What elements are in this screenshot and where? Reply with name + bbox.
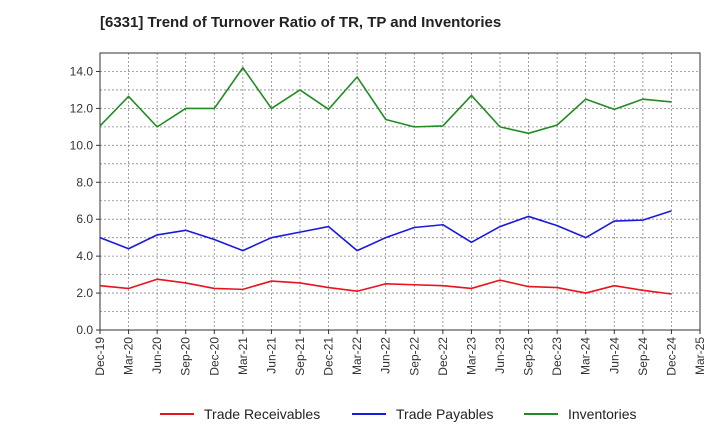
x-tick-label: Sep-24	[636, 337, 650, 376]
y-tick-label: 6.0	[76, 212, 93, 226]
x-tick-label: Jun-24	[607, 337, 621, 374]
y-tick-label: 4.0	[76, 249, 93, 263]
series-line-trade-payables	[99, 210, 672, 252]
x-tick-label: Dec-21	[322, 337, 336, 376]
legend-label: Inventories	[568, 406, 636, 422]
series-line-trade-receivables	[99, 278, 672, 295]
x-tick-label: Mar-23	[464, 337, 478, 375]
series-line-inventories	[99, 66, 672, 135]
x-tick-label: Dec-23	[550, 337, 564, 376]
legend: Trade Receivables Trade Payables Inventori…	[160, 406, 636, 422]
x-tick-label: Dec-24	[664, 337, 678, 376]
x-tick-label: Mar-20	[122, 337, 136, 375]
legend-label: Trade Payables	[396, 406, 494, 422]
series-lines	[99, 66, 672, 295]
x-tick-label: Sep-22	[407, 337, 421, 376]
y-tick-label: 2.0	[76, 286, 93, 300]
x-tick-label: Mar-22	[350, 337, 364, 375]
plot-area	[99, 52, 701, 331]
x-axis: Dec-19 Mar-20 Jun-20 Sep-20 Dec-20 Mar-21 Jun-…	[93, 330, 707, 376]
x-tick-label: Sep-20	[179, 337, 193, 376]
y-tick-label: 14.0	[70, 64, 94, 78]
x-tick-label: Dec-19	[93, 337, 107, 376]
x-tick-label: Dec-22	[436, 337, 450, 376]
x-tick-label: Sep-21	[293, 337, 307, 376]
x-tick-label: Jun-20	[150, 337, 164, 374]
y-tick-label: 0.0	[76, 323, 93, 337]
x-tick-label: Sep-23	[522, 337, 536, 376]
x-tick-label: Dec-20	[207, 337, 221, 376]
x-tick-label: Mar-21	[236, 337, 250, 375]
chart-title: [6331] Trend of Turnover Ratio of TR, TP…	[100, 14, 502, 31]
x-tick-label: Jun-23	[493, 337, 507, 374]
gridlines	[100, 53, 700, 330]
legend-label: Trade Receivables	[204, 406, 320, 422]
x-tick-label: Jun-22	[379, 337, 393, 374]
x-tick-label: Jun-21	[264, 337, 278, 374]
y-tick-label: 8.0	[76, 175, 93, 189]
y-tick-label: 12.0	[70, 101, 94, 115]
x-tick-label: Mar-24	[579, 337, 593, 375]
x-tick-label: Mar-25	[693, 337, 707, 375]
y-tick-label: 10.0	[70, 138, 94, 152]
y-axis: 0.0 2.0 4.0 6.0 8.0 10.0 12.0 14.0	[70, 64, 100, 337]
